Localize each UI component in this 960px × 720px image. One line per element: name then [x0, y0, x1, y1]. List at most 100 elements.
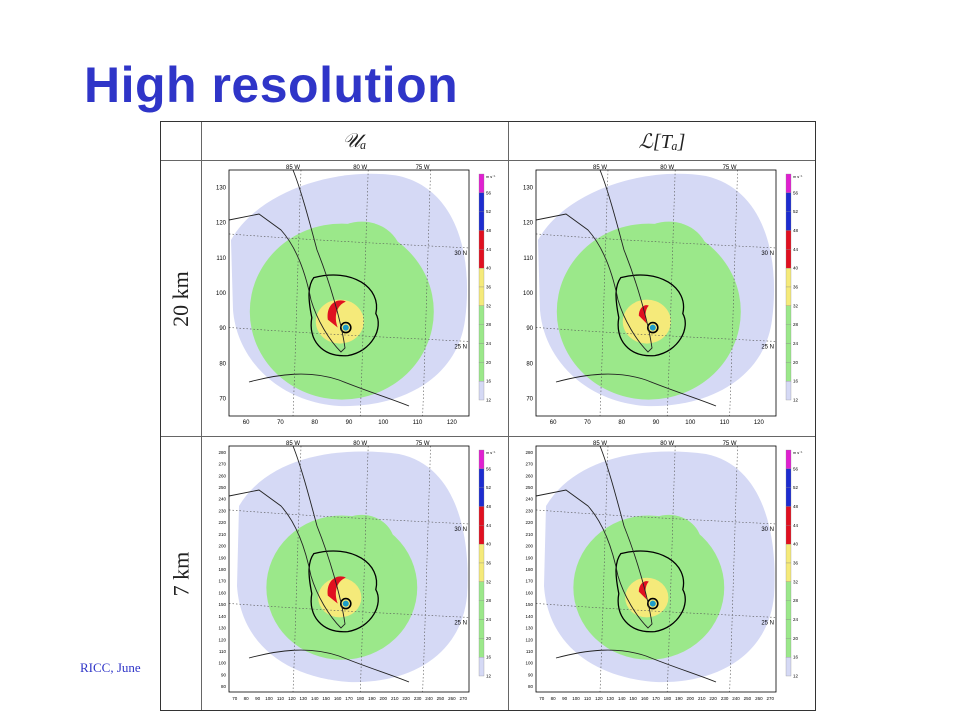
colorbar-segment — [785, 581, 792, 601]
y-tick-label: 190 — [218, 555, 226, 560]
x-tick-label: 70 — [232, 696, 238, 701]
colorbar-tick-label: 48 — [793, 504, 799, 509]
colorbar-segment — [478, 638, 485, 658]
colorbar-tick-label: 44 — [486, 523, 492, 528]
longitude-label: 75 W — [416, 441, 430, 447]
latitude-label: 25 N — [454, 344, 467, 350]
colorbar-tick-label: 36 — [486, 561, 492, 566]
latitude-label: 30 N — [761, 527, 774, 533]
longitude-label: 80 W — [353, 165, 367, 171]
colorbar-segment — [785, 468, 792, 488]
longitude-line — [422, 445, 431, 693]
colorbar-segment — [478, 286, 485, 306]
map-svg: 85 W 80 W 75 W30 N25 N70 80 90 100 110 120 130 14… — [525, 441, 803, 701]
x-tick-label: 220 — [402, 696, 410, 701]
y-tick-label: 80 — [221, 684, 227, 689]
wind-core-44 — [638, 305, 649, 324]
row-header-20km: 20 km — [161, 161, 201, 436]
longitude-line — [599, 445, 609, 693]
longitude-line — [422, 169, 431, 417]
column-header-ua: 𝒰ₐ — [342, 129, 367, 152]
y-tick-label: 130 — [523, 186, 534, 192]
storm-eye-center — [342, 600, 349, 607]
x-tick-label: 60 — [550, 420, 557, 426]
panel-20km-ua: 85 W 80 W 75 W 30 N 25 N 60 70 80 90 100 110 120 130… — [203, 162, 505, 432]
x-tick-label: 110 — [277, 696, 285, 701]
longitude-label: 85 W — [286, 441, 300, 447]
longitude-label: 80 W — [660, 165, 674, 171]
y-tick-label: 210 — [525, 532, 533, 537]
y-tick-label: 80 — [219, 361, 226, 367]
x-tick-label: 70 — [584, 420, 591, 426]
colorbar-tick-label: 48 — [486, 504, 492, 509]
x-tick-label: 100 — [265, 696, 273, 701]
x-tick-label: 100 — [378, 420, 389, 426]
colorbar-tick-label: 40 — [793, 266, 799, 271]
x-tick-label: 90 — [255, 696, 261, 701]
gust-contour — [308, 550, 379, 633]
x-tick-label: 120 — [595, 696, 603, 701]
x-tick-label: 270 — [460, 696, 468, 701]
x-tick-label: 140 — [311, 696, 319, 701]
x-tick-label: 200 — [687, 696, 695, 701]
colorbar-segment — [478, 487, 485, 507]
x-tick-label: 80 — [618, 420, 625, 426]
x-tick-label: 110 — [720, 420, 730, 426]
y-tick-label: 130 — [218, 626, 226, 631]
y-tick-label: 220 — [525, 520, 533, 525]
colorbar-segment — [478, 544, 485, 564]
colorbar-segment — [785, 487, 792, 507]
y-tick-label: 280 — [218, 450, 226, 455]
map-frame — [535, 169, 777, 417]
y-tick-label: 170 — [218, 579, 226, 584]
latitude-line — [535, 327, 777, 342]
cuba-coastline — [248, 373, 410, 407]
latitude-line — [228, 603, 470, 618]
panel-20km-lta: 85 W 80 W 75 W 30 N 25 N 60 70 80 90 100 110 120 130… — [510, 162, 812, 432]
longitude-line — [599, 169, 609, 417]
latitude-line — [535, 603, 777, 618]
colorbar-segment — [785, 562, 792, 582]
footer-text: RICC, June — [80, 660, 141, 675]
colorbar-segment — [785, 506, 792, 526]
colorbar-segment — [478, 211, 485, 231]
y-tick-label: 100 — [523, 291, 534, 297]
colorbar-segment — [785, 305, 792, 325]
latitude-line — [228, 327, 470, 342]
latitude-label: 30 N — [761, 251, 774, 257]
colorbar-segment — [478, 192, 485, 212]
colorbar-segment — [785, 230, 792, 250]
colorbar-segment — [785, 619, 792, 639]
map-frame — [228, 169, 470, 417]
colorbar-segment — [785, 324, 792, 344]
colorbar-tick-label: 44 — [486, 247, 492, 252]
storm-eye-center — [649, 324, 656, 331]
longitude-label: 75 W — [723, 165, 737, 171]
y-tick-label: 80 — [526, 361, 533, 367]
colorbar-tick-label: 16 — [486, 379, 492, 384]
y-tick-label: 120 — [525, 637, 533, 642]
latitude-label: 25 N — [454, 620, 467, 626]
colorbar-segment — [785, 192, 792, 212]
colorbar-tick-label: 16 — [793, 655, 799, 660]
x-tick-label: 160 — [641, 696, 649, 701]
latitude-line — [228, 509, 470, 525]
y-tick-label: 70 — [526, 396, 533, 402]
gust-contour — [615, 550, 686, 633]
x-tick-label: 220 — [709, 696, 717, 701]
y-tick-label: 110 — [219, 649, 227, 654]
x-tick-label: 180 — [357, 696, 365, 701]
colorbar-tick-label: 36 — [486, 285, 492, 290]
y-tick-label: 270 — [218, 462, 226, 467]
x-tick-label: 70 — [277, 420, 284, 426]
x-tick-label: 260 — [448, 696, 456, 701]
longitude-line — [666, 445, 676, 693]
x-tick-label: 180 — [664, 696, 672, 701]
x-tick-label: 90 — [562, 696, 568, 701]
x-tick-label: 130 — [607, 696, 615, 701]
x-tick-label: 130 — [300, 696, 308, 701]
y-tick-label: 270 — [525, 462, 533, 467]
storm-eye-center — [649, 600, 656, 607]
colorbar-tick-label: 28 — [793, 598, 799, 603]
colorbar-tick-label: 32 — [793, 579, 799, 584]
